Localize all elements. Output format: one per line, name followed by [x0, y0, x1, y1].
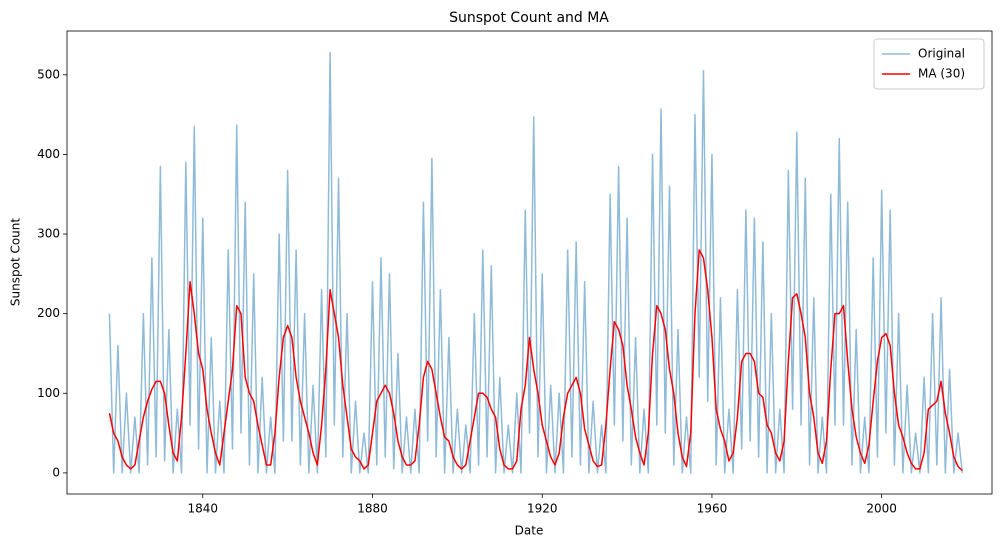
x-tick-label: 2000	[866, 502, 897, 516]
x-tick-label: 1840	[188, 502, 219, 516]
x-axis-label: Date	[515, 524, 544, 538]
legend-label: MA (30)	[918, 67, 965, 81]
x-tick-label: 1920	[527, 502, 558, 516]
x-tick-label: 1880	[357, 502, 388, 516]
y-tick-label: 100	[37, 386, 60, 400]
legend-frame	[873, 38, 985, 90]
x-tick-label: 1960	[697, 502, 728, 516]
data-line	[108, 249, 963, 472]
y-tick-label: 500	[37, 67, 60, 81]
y-tick-label: 400	[37, 147, 60, 161]
data-line	[108, 51, 964, 474]
plot-frame	[66, 30, 993, 495]
y-axis-label: Sunspot Count	[9, 218, 23, 306]
y-tick-label: 300	[37, 227, 60, 241]
chart-title: Sunspot Count and MA	[449, 10, 609, 26]
legend: Original MA (30)	[873, 38, 985, 90]
legend-label: Original	[918, 47, 965, 61]
y-tick-label: 0	[52, 465, 60, 479]
y-tick-label: 200	[37, 306, 60, 320]
